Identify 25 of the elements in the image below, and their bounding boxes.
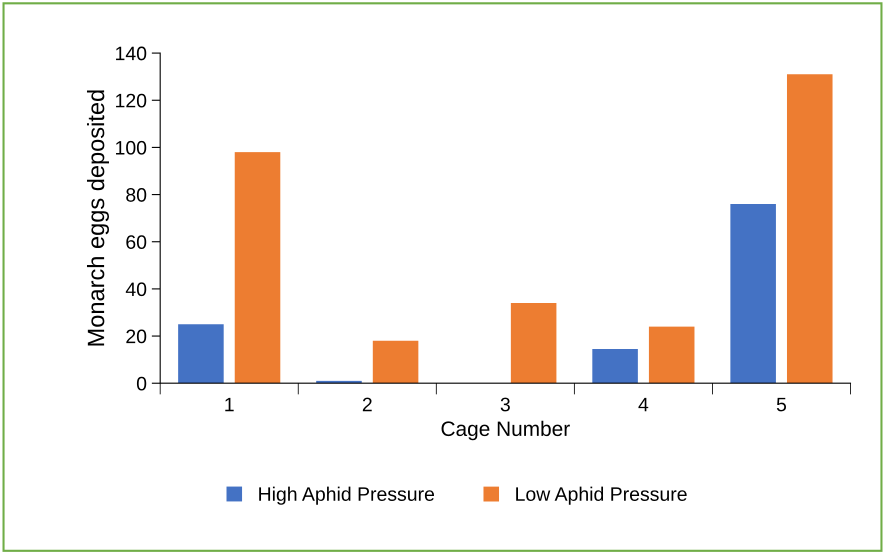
- x-tick-label: 3: [500, 398, 510, 412]
- y-tick-label: 120: [116, 94, 146, 108]
- y-tick-label: 140: [116, 46, 146, 60]
- bar: [592, 349, 638, 384]
- y-tick-label: 0: [136, 376, 146, 390]
- x-axis-title: Cage Number: [442, 420, 570, 440]
- bar: [648, 326, 694, 384]
- legend-label: Low Aphid Pressure: [516, 486, 687, 505]
- x-tick-label: 2: [362, 398, 372, 412]
- bar: [372, 340, 418, 384]
- y-tick-label: 60: [126, 235, 146, 249]
- bar: [786, 74, 833, 384]
- bar: [510, 303, 556, 384]
- x-tick-label: 1: [225, 398, 234, 412]
- x-tick-label: 5: [776, 398, 786, 412]
- y-axis-title: Monarch eggs deposited: [86, 90, 109, 346]
- bar: [730, 204, 776, 384]
- legend-label: High Aphid Pressure: [259, 486, 434, 505]
- x-tick-label: 4: [638, 398, 648, 412]
- y-tick-label: 20: [126, 330, 146, 344]
- y-tick-label: 100: [116, 140, 146, 155]
- bar: [178, 324, 224, 384]
- y-tick-label: 40: [126, 282, 146, 296]
- bar: [234, 152, 280, 384]
- y-tick-label: 80: [126, 188, 146, 202]
